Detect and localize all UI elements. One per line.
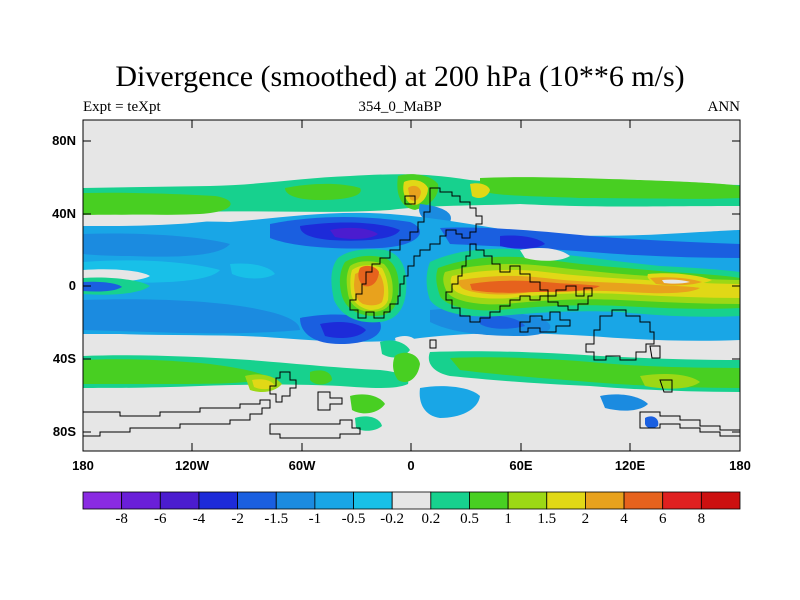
colorbar-label: -8 <box>115 511 128 527</box>
season-label: ANN <box>707 99 741 115</box>
colorbar-swatch <box>121 491 161 510</box>
lat-label-80n: 80N <box>52 133 76 148</box>
field-band-north <box>83 174 740 224</box>
lat-label-eq: 0 <box>68 278 76 293</box>
colorbar-label: -0.2 <box>380 511 405 527</box>
lat-label-40s: 40S <box>52 351 76 366</box>
lat-label-80s: 80S <box>52 424 76 439</box>
colorbar-swatch <box>546 491 586 510</box>
colorbar-swatch <box>469 491 509 510</box>
colorbar-swatch <box>585 491 625 510</box>
colorbar-swatch <box>198 491 238 510</box>
lon-label-120e: 120E <box>614 458 646 473</box>
colorbar-label: -0.5 <box>341 511 366 527</box>
lon-label-60w: 60W <box>288 458 316 473</box>
field-africa-lobe <box>331 249 407 323</box>
colorbar-swatch <box>623 491 664 510</box>
field-indian-lobe <box>426 248 740 317</box>
colorbar-label: -6 <box>154 511 167 527</box>
colorbar-label: 1 <box>504 511 512 527</box>
colorbar-label: 0.5 <box>460 511 479 527</box>
colorbar-label: 6 <box>658 511 667 527</box>
colorbar-swatch <box>353 491 393 510</box>
lat-label-40n: 40N <box>52 206 76 221</box>
colorbar-label: 2 <box>581 511 590 527</box>
colorbar-swatch <box>662 491 702 510</box>
colorbar-swatch <box>275 491 316 510</box>
colorbar-label: -2 <box>231 511 244 527</box>
period-label: 354_0_MaBP <box>358 99 442 115</box>
colorbar-swatch <box>314 491 354 510</box>
lon-label-60e: 60E <box>509 458 533 473</box>
colorbar-label: 4 <box>620 511 628 527</box>
colorbar-label: 8 <box>697 511 706 527</box>
lon-label-120w: 120W <box>175 458 209 473</box>
field-pacific-east <box>83 277 150 295</box>
colorbar-swatch <box>237 491 277 510</box>
colorbar <box>82 491 741 510</box>
lon-label-0: 0 <box>407 458 415 473</box>
colorbar-label: 0.2 <box>421 511 441 527</box>
colorbar-swatch <box>430 491 470 510</box>
colorbar-swatch <box>391 491 432 510</box>
map-title: Divergence (smoothed) at 200 hPa (10**6 … <box>115 60 685 93</box>
colorbar-label: -4 <box>192 511 206 527</box>
lon-label-180e: 180 <box>729 458 751 473</box>
field-neutral-gaps <box>83 209 740 359</box>
axis-ticks <box>83 120 740 451</box>
colorbar-label: -1.5 <box>264 511 289 527</box>
colorbar-label: 1.5 <box>537 511 557 527</box>
experiment-label: Expt = teXpt <box>83 99 161 115</box>
colorbar-label: -1 <box>308 511 322 527</box>
colorbar-swatch <box>700 491 741 510</box>
map-field <box>83 120 740 451</box>
colorbar-swatch <box>159 491 200 510</box>
colorbar-swatch <box>82 491 123 510</box>
colorbar-swatch <box>507 491 548 510</box>
lon-label-180w: 180 <box>72 458 94 473</box>
coastlines <box>83 187 740 439</box>
